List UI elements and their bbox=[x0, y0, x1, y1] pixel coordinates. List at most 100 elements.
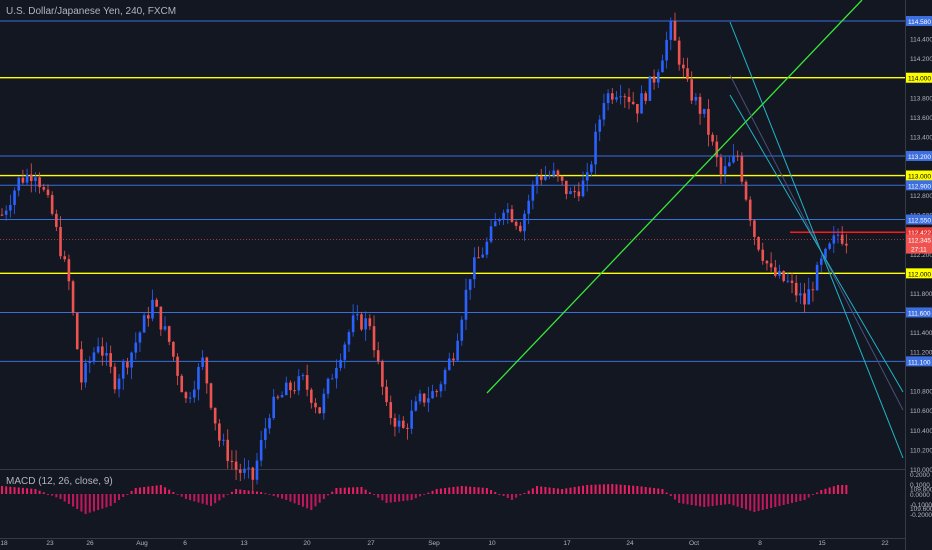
candle-body bbox=[748, 199, 752, 221]
x-tick-label: 20 bbox=[303, 540, 311, 547]
level-tag-111.600 bbox=[906, 307, 932, 318]
candle-body bbox=[167, 326, 171, 342]
candle-body bbox=[88, 361, 92, 364]
y-tick-label: 111.800 bbox=[910, 291, 932, 298]
candle-body bbox=[610, 93, 614, 100]
candle-body bbox=[105, 353, 108, 356]
macd-bar bbox=[143, 487, 146, 494]
channel-lower[interactable] bbox=[729, 94, 904, 393]
candle-body bbox=[824, 248, 827, 259]
level-tag-label: 113.000 bbox=[908, 174, 931, 181]
macd-bar bbox=[322, 494, 325, 499]
candle-body bbox=[238, 469, 242, 473]
macd-bar bbox=[556, 488, 559, 494]
candle-body bbox=[9, 204, 12, 211]
level-tag-label: 113.200 bbox=[908, 154, 931, 161]
macd-bar bbox=[832, 486, 835, 494]
channel-upper[interactable] bbox=[729, 21, 904, 459]
trend-line-up[interactable] bbox=[486, 0, 863, 394]
channel-middle[interactable] bbox=[729, 74, 904, 411]
macd-bar bbox=[644, 487, 647, 494]
macd-bar bbox=[694, 494, 697, 506]
macd-bar bbox=[490, 490, 493, 494]
macd-bar bbox=[795, 494, 798, 502]
macd-bar bbox=[690, 494, 693, 505]
macd-bar bbox=[753, 494, 756, 512]
macd-bar bbox=[373, 494, 376, 495]
macd-bar bbox=[218, 494, 221, 501]
macd-bar bbox=[30, 488, 33, 494]
candle-body bbox=[314, 402, 317, 408]
macd-bar bbox=[540, 486, 543, 494]
candle-body bbox=[84, 363, 87, 383]
candle-body bbox=[385, 386, 388, 403]
candle-body bbox=[661, 60, 664, 73]
macd-bar bbox=[84, 494, 87, 514]
macd-bar bbox=[17, 487, 20, 494]
candle-body bbox=[636, 103, 639, 114]
candle-body bbox=[172, 341, 175, 357]
candle-body bbox=[556, 170, 560, 177]
candle-body bbox=[134, 342, 138, 353]
macd-bar bbox=[548, 487, 551, 494]
macd-bar bbox=[565, 488, 568, 494]
candle-body bbox=[364, 318, 367, 330]
candle-body bbox=[502, 212, 505, 220]
candle-body bbox=[209, 383, 213, 408]
candle-body bbox=[514, 221, 518, 226]
macd-bar bbox=[331, 491, 334, 494]
x-tick-label: Aug bbox=[136, 540, 148, 547]
candle-body bbox=[447, 358, 451, 370]
macd-bar bbox=[778, 494, 781, 506]
y-tick-label: 113.400 bbox=[910, 134, 932, 141]
macd-bar bbox=[134, 488, 137, 494]
candle-body bbox=[832, 235, 836, 244]
candle-body bbox=[531, 184, 535, 201]
candle-body bbox=[80, 349, 83, 383]
macd-bar bbox=[164, 487, 167, 494]
macd-bar bbox=[297, 494, 300, 505]
macd-bar bbox=[364, 489, 367, 494]
y-tick-label: 112.200 bbox=[910, 252, 932, 259]
macd-tick-label: -0.1000 bbox=[910, 502, 932, 509]
candle-body bbox=[268, 418, 271, 429]
macd-bar bbox=[113, 494, 116, 503]
macd-bar bbox=[590, 484, 593, 494]
candle-body bbox=[255, 460, 259, 480]
candle-body bbox=[155, 299, 158, 307]
macd-bar bbox=[648, 487, 651, 494]
current-price-label: 112.345 bbox=[908, 238, 931, 245]
candle-body bbox=[757, 237, 760, 250]
candle-body bbox=[782, 270, 785, 281]
candle-body bbox=[707, 108, 710, 135]
x-tick-label: 27 bbox=[367, 540, 375, 547]
level-tag-label: 114.000 bbox=[908, 76, 931, 83]
red-level-tag-label: 112.422 bbox=[908, 230, 931, 237]
macd-bar bbox=[251, 491, 254, 494]
candle-body bbox=[565, 180, 568, 194]
macd-bar bbox=[260, 492, 263, 494]
macd-bar bbox=[761, 494, 764, 510]
candle-body bbox=[376, 350, 380, 362]
candle-body bbox=[138, 332, 142, 343]
y-tick-label: 110.200 bbox=[910, 447, 932, 454]
candle-body bbox=[794, 282, 798, 296]
macd-bar bbox=[745, 494, 748, 510]
macd-bar bbox=[657, 488, 660, 494]
macd-bar bbox=[519, 494, 522, 496]
candle-body bbox=[322, 393, 326, 414]
candle-body bbox=[21, 177, 25, 183]
candle-body bbox=[113, 366, 117, 390]
candle-body bbox=[59, 226, 62, 257]
y-tick-label: 111.400 bbox=[910, 330, 932, 337]
x-tick-label: 8 bbox=[758, 540, 762, 547]
candle-body bbox=[46, 189, 50, 196]
candle-body bbox=[109, 353, 112, 367]
candle-body bbox=[406, 427, 409, 429]
macd-bar bbox=[356, 487, 359, 494]
candle-body bbox=[201, 357, 204, 367]
macd-bar bbox=[285, 494, 288, 500]
chart-title: U.S. Dollar/Japanese Yen, 240, FXCM bbox=[6, 6, 177, 17]
candle-body bbox=[147, 315, 150, 319]
